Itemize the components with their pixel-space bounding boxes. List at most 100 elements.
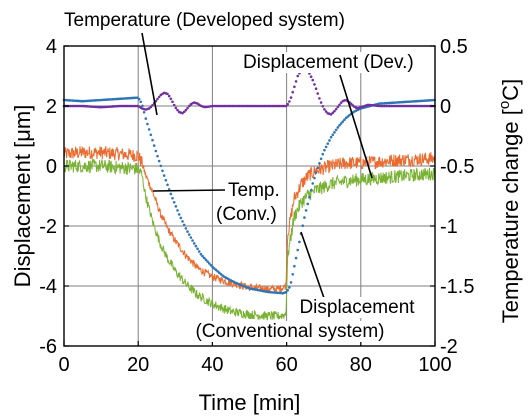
series-4 — [62, 67, 436, 116]
annotation-3: Temp. (Conv.) — [152, 180, 281, 225]
series-3-point — [164, 178, 168, 182]
series-4-point — [291, 90, 295, 94]
series-3-point — [313, 176, 316, 180]
series-3-point — [177, 213, 181, 216]
series-3-point — [184, 227, 188, 230]
series-3-point — [186, 230, 189, 233]
series-4-point — [157, 95, 161, 99]
y-right-tick-label: 0 — [440, 96, 451, 118]
series-3-point — [137, 97, 141, 101]
y-right-label-main: Temperature change [ — [498, 109, 523, 323]
series-4-point — [296, 74, 300, 78]
x-tick-label: 100 — [418, 354, 451, 376]
y-left-tick-label: 4 — [46, 36, 57, 58]
series-3-point — [181, 220, 184, 223]
series-3-point — [169, 192, 173, 196]
series-3-point — [284, 290, 288, 294]
series-3-point — [157, 159, 161, 163]
series-2-line — [63, 158, 436, 321]
series-3-point — [172, 201, 176, 204]
series-3-point — [326, 142, 330, 145]
series-3-point — [171, 196, 174, 200]
annotation-text: Temperature (Developed system) — [64, 10, 345, 31]
series-4-point — [293, 85, 296, 89]
y-right-tick-label: -1.5 — [440, 276, 474, 298]
series-3-point — [301, 224, 305, 227]
y-left-tick-label: 2 — [46, 96, 57, 118]
series-3-point — [146, 122, 149, 126]
series-4-point — [309, 75, 313, 79]
series-3-point — [199, 252, 203, 256]
y-left-axis-label: Displacement [μm] — [10, 105, 35, 288]
annotation-text-bg — [298, 297, 417, 318]
series-3-point — [338, 124, 341, 127]
series-4-point — [169, 97, 173, 101]
series-3-point — [202, 256, 206, 260]
annotation-text: Temp. — [228, 180, 280, 201]
series-4-point — [339, 101, 343, 104]
series-3-point — [139, 100, 143, 104]
series-3 — [62, 96, 436, 295]
axes: 0 20 40 60 80 100 -6 -4 -2 0 2 4 -2 -1.5 -1 -0.5 0 0.5 Tim… — [10, 36, 523, 415]
series-3-point — [286, 288, 290, 292]
x-tick-label: 80 — [350, 354, 372, 376]
series-3-point — [144, 117, 148, 120]
series-4-point — [289, 96, 293, 99]
annotation-leader — [339, 74, 373, 179]
x-tick-label: 60 — [275, 354, 297, 376]
series-4-point — [323, 108, 326, 111]
y-right-axis-label: Temperature change [oC] — [496, 79, 523, 323]
annotation-text: (Conv.) — [216, 204, 277, 225]
series-4-point — [187, 104, 191, 108]
series-3-point — [192, 242, 196, 245]
series-3-point — [309, 188, 313, 192]
series-3-point — [319, 157, 323, 161]
series-3-point — [336, 126, 340, 129]
series-4-point — [172, 103, 176, 107]
series-3-point — [159, 164, 163, 168]
series-4-point — [174, 106, 178, 110]
annotation-text-bg — [227, 180, 281, 201]
series-3-point — [207, 262, 211, 265]
series-3-point — [341, 120, 345, 123]
y-right-tick-label: -0.5 — [440, 156, 474, 178]
annotation-text: (Conventional system) — [195, 321, 384, 342]
series-4-point — [321, 105, 325, 108]
series-3-point — [196, 247, 199, 251]
annotation-leader — [300, 231, 325, 299]
series-4-point — [324, 110, 328, 113]
annotation-text: Displacement (Dev.) — [243, 52, 414, 73]
series-4-point — [329, 113, 333, 116]
annotation-4: Displacement (Conventional system) — [194, 231, 417, 342]
series-3-point — [343, 118, 346, 121]
series-3-point — [166, 183, 169, 187]
series-3-point — [194, 244, 198, 248]
series-4-point — [318, 97, 321, 100]
series-4-point — [334, 107, 338, 111]
y-left-tick-label: -2 — [39, 216, 57, 238]
series-3-point — [176, 209, 179, 212]
series-3-point — [209, 263, 213, 267]
plot-frame — [63, 45, 436, 347]
series-3-point — [311, 182, 315, 185]
y-right-label-degree: o — [496, 101, 513, 109]
annotation-leader — [152, 189, 226, 192]
series-3-point — [333, 131, 336, 134]
series-4-point — [316, 92, 320, 95]
series-2 — [63, 158, 436, 321]
series-3-point — [151, 138, 154, 142]
series-4-point — [176, 108, 179, 112]
series-4-point — [313, 83, 316, 86]
series-3-point — [308, 195, 311, 199]
series-4-point — [349, 102, 353, 106]
series-3-point — [174, 205, 178, 208]
series-3-point — [321, 152, 325, 156]
plot-series — [62, 67, 436, 321]
x-axis-label: Time [min] — [199, 390, 301, 415]
x-tick-label: 20 — [127, 354, 149, 376]
x-tick-label: 40 — [201, 354, 223, 376]
series-3-point — [161, 169, 164, 173]
series-3-point — [291, 273, 295, 276]
series-3-point — [149, 133, 153, 137]
